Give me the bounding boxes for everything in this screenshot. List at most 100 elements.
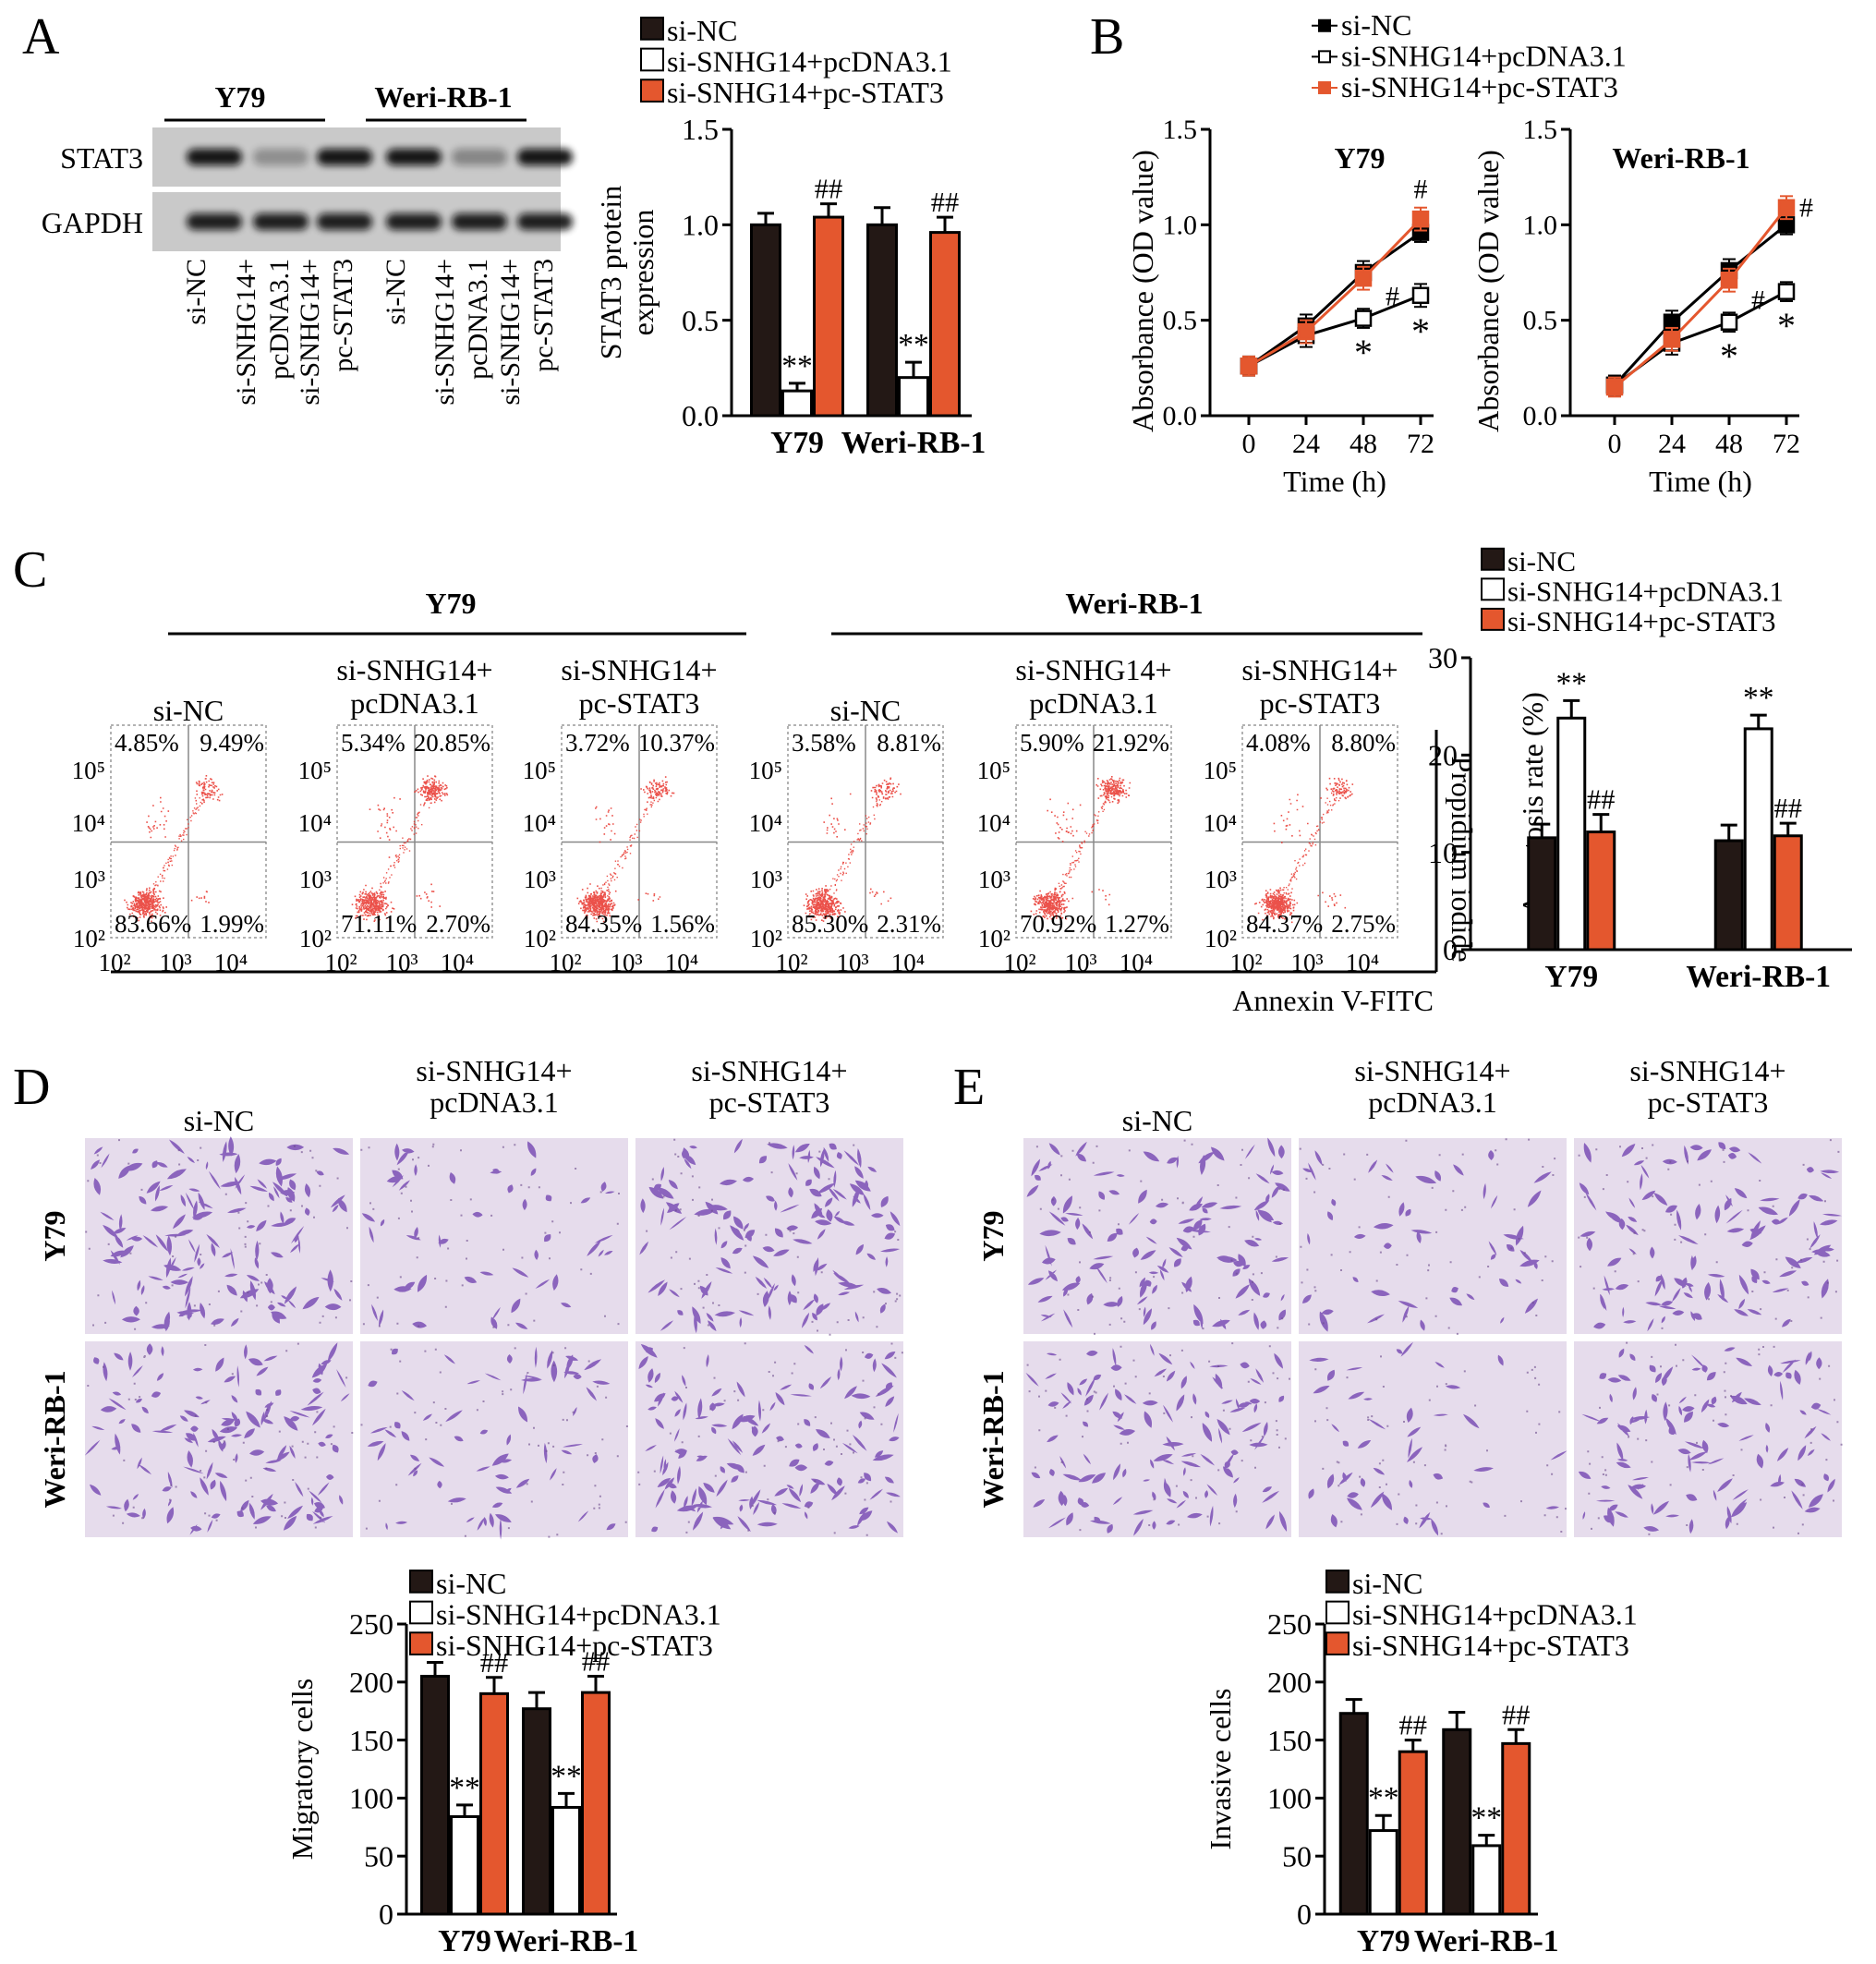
x-category-label: Y79 bbox=[1357, 1924, 1410, 1958]
cell-line-header: Y79 bbox=[425, 587, 476, 620]
y-axis-label: STAT3 protein bbox=[594, 186, 627, 360]
series-line bbox=[1614, 206, 1788, 389]
quadrant-percent-ur: 9.49% bbox=[200, 729, 264, 757]
y-tick-label: 200 bbox=[1267, 1666, 1312, 1699]
data-point bbox=[1354, 269, 1373, 287]
bar bbox=[551, 1805, 581, 1916]
y-tick-label: 10⁵ bbox=[72, 757, 105, 784]
y-tick-label: 1.0 bbox=[682, 209, 719, 242]
stained-cells bbox=[1302, 1150, 1552, 1332]
legend-swatch bbox=[1481, 607, 1505, 631]
transwell-image bbox=[360, 1138, 628, 1334]
legend-swatch bbox=[1325, 1600, 1350, 1625]
transwell-image bbox=[1574, 1138, 1842, 1334]
legend-d: si-NCsi-SNHG14+pcDNA3.1si-SNHG14+pc-STAT… bbox=[409, 1567, 721, 1662]
legend-swatch bbox=[640, 79, 664, 103]
quadrant-percent-lr: 2.75% bbox=[1331, 910, 1396, 938]
legend-label: si-SNHG14+pcDNA3.1 bbox=[667, 45, 952, 79]
stained-cells bbox=[91, 1136, 350, 1332]
event-dots bbox=[576, 776, 675, 923]
legend-label: si-NC bbox=[667, 14, 737, 47]
event-dots bbox=[803, 777, 902, 922]
y-axis-label: Absorbance (OD value) bbox=[1126, 150, 1159, 432]
y-tick-label: 10⁴ bbox=[1204, 809, 1237, 837]
x-tick-label: 24 bbox=[1658, 429, 1686, 459]
data-point bbox=[1411, 210, 1430, 228]
quadrant-percent-ur: 10.37% bbox=[638, 729, 715, 757]
x-category-label: Weri-RB-1 bbox=[494, 1924, 639, 1958]
quadrant-percent-lr: 2.70% bbox=[426, 910, 490, 938]
bar-chart-d: 0 50 100 150 200 250 Migratory cells ** ## Y79 ** #… bbox=[285, 1607, 638, 1958]
x-tick-label: 48 bbox=[1350, 429, 1377, 459]
quadrant-percent-ul: 5.90% bbox=[1020, 729, 1084, 757]
bar-chart-a: 0.0 0.5 1.0 1.5 STAT3 protein expression ** ## Y… bbox=[594, 113, 986, 460]
membrane-background bbox=[1023, 1138, 1291, 1334]
protein-band bbox=[452, 213, 507, 230]
legend-marker bbox=[1318, 18, 1331, 32]
event-dots bbox=[351, 775, 449, 922]
bar bbox=[929, 231, 961, 418]
bar bbox=[781, 389, 813, 418]
flow-cytometry: Y79 Weri-RB-1si-NCsi-SNHG14+pcDNA3.1si-SN… bbox=[72, 587, 1479, 1017]
legend-label: si-SNHG14+pcDNA3.1 bbox=[1352, 1598, 1638, 1631]
y-tick-label: 10⁴ bbox=[749, 809, 782, 837]
stained-cells bbox=[84, 1342, 350, 1535]
protein-band bbox=[517, 213, 573, 230]
bar bbox=[522, 1707, 551, 1916]
y-tick-label: 0 bbox=[379, 1897, 393, 1931]
legend-swatch bbox=[640, 17, 664, 41]
bar bbox=[1471, 1844, 1502, 1916]
protein-band bbox=[517, 149, 573, 165]
panel-label-a: A bbox=[22, 8, 60, 66]
quadrant-percent-ur: 21.92% bbox=[1093, 729, 1169, 757]
panel-label-e: E bbox=[953, 1059, 985, 1116]
y-tick-label: 10² bbox=[73, 925, 105, 952]
bar bbox=[1743, 727, 1773, 952]
series-line bbox=[1248, 218, 1422, 368]
y-tick-label: 10² bbox=[1204, 925, 1237, 952]
y-tick-label: 10³ bbox=[1204, 866, 1237, 893]
y-tick-label: 0.0 bbox=[1163, 401, 1198, 431]
protein-band bbox=[317, 213, 372, 230]
row-label: Weri-RB-1 bbox=[976, 1370, 1010, 1508]
flow-group-label: si-NC bbox=[830, 694, 901, 727]
quadrant-percent-ul: 4.08% bbox=[1246, 729, 1311, 757]
y-axis-label: expression bbox=[626, 210, 660, 336]
line-chart-b1: 0.0 0.5 1.0 1.5 0 24 48 72 Time (h) Absorbance (O… bbox=[1126, 115, 1434, 498]
data-point bbox=[1720, 313, 1738, 331]
x-category-label: Y79 bbox=[770, 426, 824, 460]
significance-mark: ** bbox=[1555, 666, 1587, 700]
legend-label: si-SNHG14+pc-STAT3 bbox=[1341, 70, 1618, 103]
bar bbox=[1501, 1741, 1531, 1916]
stained-cells bbox=[639, 1138, 901, 1334]
y-tick-label: 1.5 bbox=[682, 113, 719, 146]
flow-group-label: si-NC bbox=[153, 694, 224, 727]
micrographs-e: si-NCsi-SNHG14+pcDNA3.1si-SNHG14+pc-STAT… bbox=[976, 1054, 1843, 1537]
quadrant-percent-ur: 8.81% bbox=[877, 729, 941, 757]
data-point bbox=[1720, 272, 1738, 289]
transwell-image bbox=[360, 1341, 628, 1540]
quadrant-percent-lr: 1.56% bbox=[650, 910, 715, 938]
y-tick-label: 1.0 bbox=[1163, 210, 1198, 240]
y-tick-label: 10 bbox=[1428, 836, 1458, 869]
lane-label: pcDNA3.1 bbox=[264, 259, 295, 380]
quadrant-percent-lr: 1.27% bbox=[1105, 910, 1169, 938]
bar bbox=[581, 1691, 611, 1916]
y-tick-label: 10² bbox=[978, 925, 1011, 952]
protein-band bbox=[187, 149, 242, 165]
legend-swatch bbox=[1481, 547, 1505, 571]
cell-line-header: Y79 bbox=[214, 80, 265, 114]
significance-mark: ** bbox=[1743, 681, 1774, 715]
y-tick-label: 10⁵ bbox=[1204, 757, 1237, 784]
y-tick-label: 10⁵ bbox=[749, 757, 782, 784]
bar bbox=[1398, 1750, 1428, 1916]
protein-band bbox=[187, 213, 242, 230]
bar bbox=[1338, 1712, 1369, 1916]
legend-swatch bbox=[409, 1570, 433, 1594]
data-point bbox=[1777, 199, 1796, 216]
membrane-background bbox=[1299, 1138, 1567, 1334]
quadrant-percent-ul: 4.85% bbox=[115, 729, 179, 757]
flow-group-label: pc-STAT3 bbox=[1260, 686, 1381, 720]
